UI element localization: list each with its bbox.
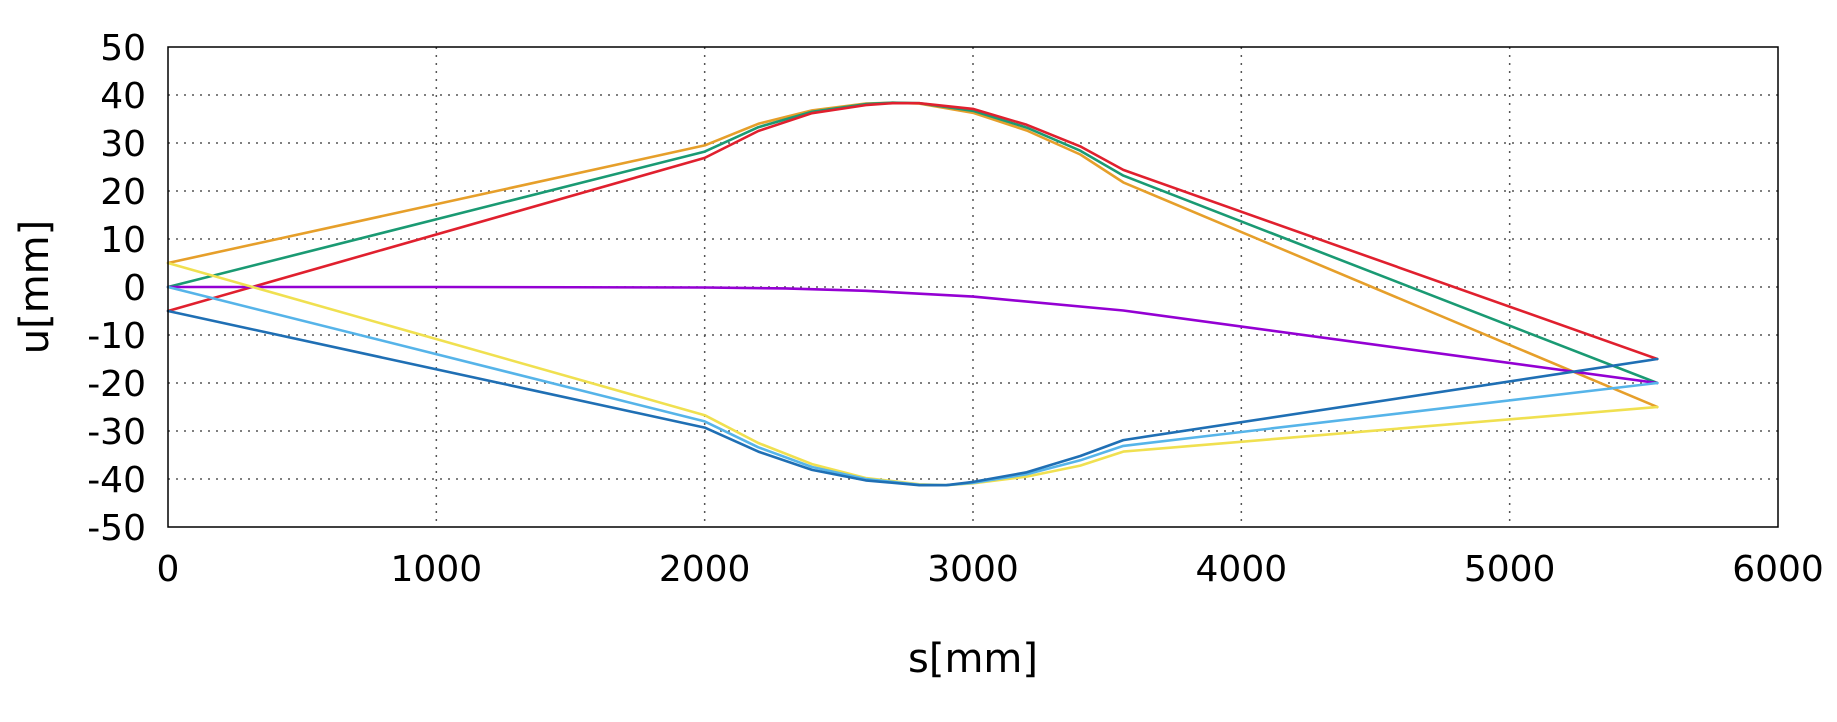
y-axis-label: u[mm]: [12, 220, 58, 355]
y-tick-label: 20: [100, 172, 146, 213]
y-tick-label: -10: [87, 316, 146, 357]
y-tick-label: 10: [100, 220, 146, 261]
series-line-6: [166, 285, 1659, 487]
x-tick-label: 2000: [659, 549, 751, 590]
y-tick-label: 0: [123, 268, 146, 309]
series-line-2: [166, 101, 1659, 385]
y-tick-label: 50: [100, 28, 146, 69]
grid: [168, 47, 1778, 527]
y-tick-label: -50: [87, 508, 146, 549]
x-tick-labels: 0 1000 2000 3000 4000 5000 6000: [157, 549, 1824, 590]
x-tick-label: 3000: [927, 549, 1019, 590]
y-tick-label: 40: [100, 76, 146, 117]
series-line-3: [166, 101, 1659, 361]
y-tick-labels: -50 -40 -30 -20 -10 0 10 20 30 40 50: [87, 28, 146, 549]
x-tick-label: 0: [157, 549, 180, 590]
x-tick-label: 4000: [1196, 549, 1288, 590]
series-line-1: [166, 101, 1659, 409]
y-tick-label: -40: [87, 460, 146, 501]
series-line-7: [166, 309, 1659, 487]
plot-frame: [167, 46, 1779, 528]
series-line-4: [166, 285, 1659, 385]
x-tick-label: 6000: [1732, 549, 1824, 590]
x-axis-label: s[mm]: [908, 636, 1038, 682]
y-tick-label: -20: [87, 364, 146, 405]
y-tick-label: -30: [87, 412, 146, 453]
series-lines: [166, 101, 1659, 487]
y-tick-label: 30: [100, 124, 146, 165]
x-tick-label: 5000: [1464, 549, 1556, 590]
x-tick-label: 1000: [391, 549, 483, 590]
